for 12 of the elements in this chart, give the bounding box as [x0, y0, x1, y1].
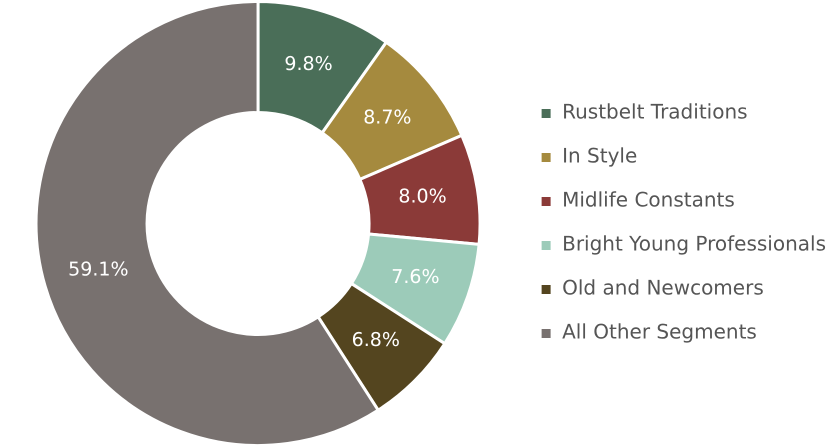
data-label: 59.1%	[68, 258, 128, 280]
legend-label: Bright Young Professionals	[562, 232, 826, 256]
legend-label: Old and Newcomers	[562, 276, 764, 300]
legend-label: Midlife Constants	[562, 188, 735, 212]
data-label: 9.8%	[284, 52, 333, 75]
legend-label: Rustbelt Traditions	[562, 100, 748, 124]
data-label: 7.6%	[391, 266, 440, 288]
data-label: 6.8%	[352, 329, 400, 352]
data-label: 8.0%	[398, 185, 447, 208]
data-label: 8.7%	[363, 106, 412, 129]
legend-label: In Style	[562, 144, 638, 168]
legend-label: All Other Segments	[562, 320, 757, 344]
